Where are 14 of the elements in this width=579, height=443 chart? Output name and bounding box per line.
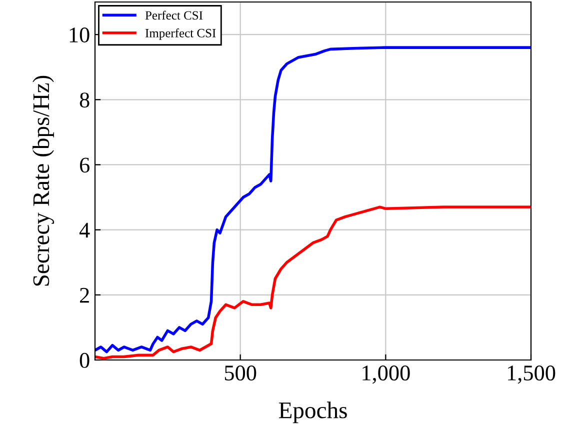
- y-tick-label: 2: [80, 288, 89, 303]
- x-axis-title: Epochs: [278, 402, 347, 424]
- y-axis-title: Secrecy Rate (bps/Hz): [32, 76, 54, 286]
- x-tick-label: 1,000: [362, 366, 410, 384]
- line-series: [95, 46, 531, 354]
- x-tick-label: 500: [224, 366, 256, 380]
- legend-label: Perfect CSI: [145, 10, 203, 20]
- y-tick-label: 0: [80, 352, 90, 368]
- y-tick-label: 8: [80, 92, 90, 108]
- y-tick-label: 10: [70, 27, 90, 42]
- legend-label: Imperfect CSI: [145, 28, 216, 40]
- x-tick-label: 1,500: [508, 366, 556, 384]
- y-tick-label: 4: [79, 222, 90, 238]
- y-tick-label: 6: [80, 158, 90, 173]
